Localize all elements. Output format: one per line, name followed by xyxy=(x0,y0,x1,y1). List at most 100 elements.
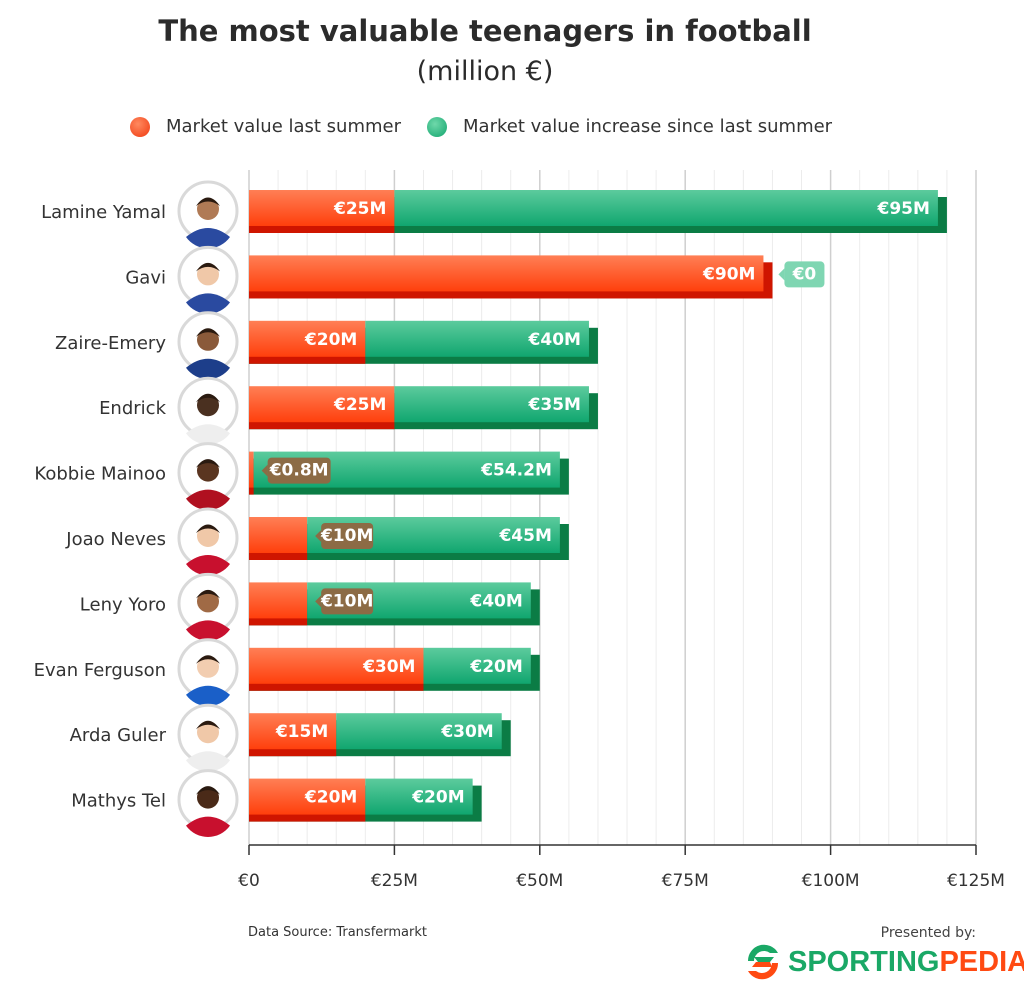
bar-last-summer xyxy=(249,255,764,292)
data-label-increase: €95M xyxy=(877,199,930,219)
player-avatar xyxy=(177,572,239,641)
data-label-increase: €40M xyxy=(528,330,581,350)
data-label-increase: €54.2M xyxy=(480,461,552,481)
avatar-hair xyxy=(196,524,220,533)
bar-last-summer xyxy=(249,647,424,684)
avatar-shirt xyxy=(186,751,230,772)
avatar-shirt xyxy=(186,228,230,249)
chart-subtitle: (million €) xyxy=(416,56,554,87)
data-label-last-summer: €10M xyxy=(320,526,373,546)
avatar-face xyxy=(197,263,219,286)
avatar-shirt xyxy=(186,424,230,445)
bar-increase xyxy=(365,320,589,357)
avatar-face xyxy=(197,328,219,351)
logo-s-icon xyxy=(747,944,779,980)
x-tick-label: €100M xyxy=(802,871,860,891)
legend-label-increase: Market value increase since last summer xyxy=(463,116,833,137)
category-label: Zaire-Emery xyxy=(55,333,166,354)
avatar-face xyxy=(197,590,219,613)
data-label-increase: €45M xyxy=(498,526,551,546)
category-label: Evan Ferguson xyxy=(34,660,166,681)
data-label-last-summer-pointer xyxy=(315,595,322,608)
logo-text-sporting: SPORTING xyxy=(788,945,940,978)
legend-swatch-increase xyxy=(427,116,448,137)
avatar-face xyxy=(197,655,219,678)
plot-area: Lamine Yamal €25M €95M Gavi €90M €0 Zaire-Emer… xyxy=(34,170,1005,891)
data-label-last-summer: €25M xyxy=(333,395,386,415)
bar-increase xyxy=(336,713,502,750)
avatar-face xyxy=(197,459,219,482)
avatar-shirt xyxy=(186,555,230,576)
data-label-increase: €40M xyxy=(469,591,522,611)
data-label-last-summer: €25M xyxy=(333,199,386,219)
data-label-last-summer-box xyxy=(321,523,374,549)
bar-increase xyxy=(394,190,938,226)
avatar-hair xyxy=(196,328,220,337)
avatar-shirt xyxy=(186,293,230,314)
category-label: Mathys Tel xyxy=(71,791,166,812)
avatar-shirt xyxy=(186,685,230,707)
avatar-face xyxy=(197,721,219,744)
data-label-increase: €30M xyxy=(440,722,493,742)
avatar-hair xyxy=(196,786,220,795)
player-avatar xyxy=(177,507,239,576)
sportingpedia-logo[interactable]: SPORTING PEDIA xyxy=(742,943,1024,981)
data-label-last-summer: €90M xyxy=(702,264,755,284)
bar-last-summer xyxy=(249,517,308,553)
x-tick-label: €50M xyxy=(516,871,563,891)
presented-by: Presented by: xyxy=(880,925,976,941)
bar-last-summer xyxy=(249,582,308,619)
category-label: Leny Yoro xyxy=(80,594,166,615)
data-label-increase: €20M xyxy=(411,788,464,808)
data-label-increase-pointer xyxy=(778,268,785,281)
avatar-face xyxy=(197,198,219,220)
player-avatar xyxy=(177,180,239,249)
avatar-hair xyxy=(196,459,220,468)
category-label: Gavi xyxy=(125,267,166,288)
player-avatar xyxy=(177,442,239,510)
avatar-shirt xyxy=(186,489,230,510)
avatar-shirt xyxy=(186,358,230,380)
data-label-increase: €35M xyxy=(528,395,581,415)
data-label-increase: €0 xyxy=(792,264,817,284)
bar-last-summer xyxy=(249,451,254,488)
data-label-last-summer: €20M xyxy=(304,330,357,350)
bar-last-summer xyxy=(249,320,366,357)
data-label-last-summer: €15M xyxy=(275,722,328,742)
avatar-face xyxy=(197,786,219,809)
avatar-hair xyxy=(196,589,220,599)
player-avatar xyxy=(177,311,239,380)
player-avatar xyxy=(177,769,239,837)
data-label-last-summer: €0.8M xyxy=(269,461,329,481)
avatar-shirt xyxy=(186,816,230,837)
legend: Market value last summer Market value in… xyxy=(130,116,832,137)
bar-increase xyxy=(394,386,589,423)
avatar-shirt xyxy=(186,620,230,641)
data-label-last-summer-pointer xyxy=(315,530,322,542)
bar-last-summer xyxy=(249,713,337,750)
player-avatar xyxy=(177,703,239,772)
bar-increase xyxy=(365,778,473,815)
x-tick-label: €0 xyxy=(238,871,260,891)
data-label-last-summer: €10M xyxy=(320,591,373,611)
bar-last-summer xyxy=(249,190,395,226)
chart-title: The most valuable teenagers in football xyxy=(158,14,812,48)
legend-swatch-last-summer xyxy=(130,116,150,137)
bar-last-summer xyxy=(249,386,395,423)
player-avatar xyxy=(177,245,239,314)
avatar-hair xyxy=(196,720,220,730)
category-label: Lamine Yamal xyxy=(41,202,166,223)
logo-text-pedia: PEDIA xyxy=(939,945,1024,978)
data-label-increase-box xyxy=(784,261,825,288)
avatar-face xyxy=(197,525,219,547)
x-tick-label: €75M xyxy=(662,871,709,891)
bar-last-summer xyxy=(249,778,366,815)
category-label: Joao Neves xyxy=(65,529,166,550)
player-avatar xyxy=(177,376,239,445)
legend-label-last-summer: Market value last summer xyxy=(166,116,402,137)
data-label-last-summer: €20M xyxy=(304,788,357,808)
data-label-increase: €20M xyxy=(469,657,522,677)
category-label: Arda Guler xyxy=(70,725,167,746)
avatar-hair xyxy=(196,262,220,272)
